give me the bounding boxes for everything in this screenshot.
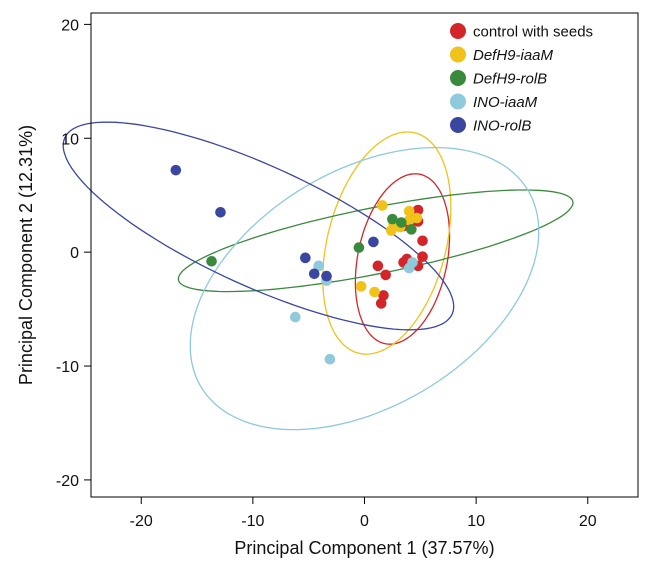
- y-axis-title: Principal Component 2 (12.31%): [16, 125, 36, 385]
- legend: control with seeds DefH9-iaaM DefH9-rolB IN…: [450, 23, 593, 135]
- point-series-3: [289, 311, 301, 323]
- point-series-4: [300, 252, 311, 264]
- point-series-4: [321, 270, 332, 282]
- point-series-1: [411, 212, 423, 224]
- legend-swatch: [450, 70, 466, 86]
- x-tick-label: -20: [130, 513, 153, 530]
- x-axis-title: Principal Component 1 (37.57%): [234, 538, 494, 558]
- x-tick-label: 10: [467, 513, 485, 530]
- point-series-4: [368, 236, 379, 248]
- legend-swatch: [450, 23, 466, 39]
- point-series-0: [372, 260, 384, 272]
- y-tick-label: -20: [56, 473, 79, 490]
- point-series-1: [377, 200, 388, 211]
- legend-label: DefH9-rolB: [473, 71, 547, 88]
- x-tick-label: 0: [360, 513, 369, 530]
- point-series-0: [380, 269, 392, 281]
- point-series-1: [385, 225, 397, 236]
- point-series-2: [206, 255, 217, 267]
- x-tick-label: -10: [241, 513, 264, 530]
- point-series-2: [353, 242, 365, 253]
- ellipse-series-3: [189, 146, 540, 431]
- point-series-0: [375, 298, 387, 309]
- point-series-2: [406, 224, 417, 235]
- point-series-2: [396, 217, 407, 228]
- point-series-0: [417, 251, 428, 263]
- legend-swatch: [450, 93, 466, 110]
- legend-label: INO-rolB: [473, 118, 531, 135]
- point-series-4: [215, 206, 226, 218]
- y-tick-label: -10: [56, 359, 79, 376]
- point-series-1: [355, 281, 367, 292]
- point-series-3: [324, 353, 336, 365]
- legend-swatch: [450, 117, 466, 133]
- y-axis: -20 -10 0 10 20: [56, 17, 91, 490]
- y-tick-label: 20: [61, 17, 79, 34]
- point-series-0: [378, 290, 389, 301]
- point-series-3: [407, 257, 418, 268]
- ellipse-series-2: [177, 189, 574, 293]
- point-series-2: [387, 213, 398, 225]
- point-series-4: [308, 268, 320, 280]
- point-series-1: [403, 205, 415, 217]
- point-series-3: [313, 260, 325, 272]
- confidence-ellipses: [62, 121, 574, 431]
- point-series-0: [412, 204, 424, 216]
- point-series-4: [170, 164, 182, 176]
- legend-label: control with seeds: [473, 24, 593, 41]
- point-series-1: [369, 286, 380, 298]
- y-tick-label: 10: [61, 131, 79, 148]
- ellipse-series-1: [322, 131, 452, 355]
- point-series-0: [417, 235, 428, 247]
- y-tick-label: 0: [70, 245, 79, 262]
- x-axis: -20 -10 0 10 20: [130, 497, 597, 530]
- legend-label: DefH9-iaaM: [473, 47, 554, 64]
- x-tick-label: 20: [579, 513, 597, 530]
- ellipse-series-4: [62, 121, 455, 331]
- plot-frame: [90, 12, 639, 498]
- legend-label: INO-iaaM: [473, 94, 538, 111]
- legend-swatch: [450, 46, 466, 63]
- data-points: [170, 164, 428, 365]
